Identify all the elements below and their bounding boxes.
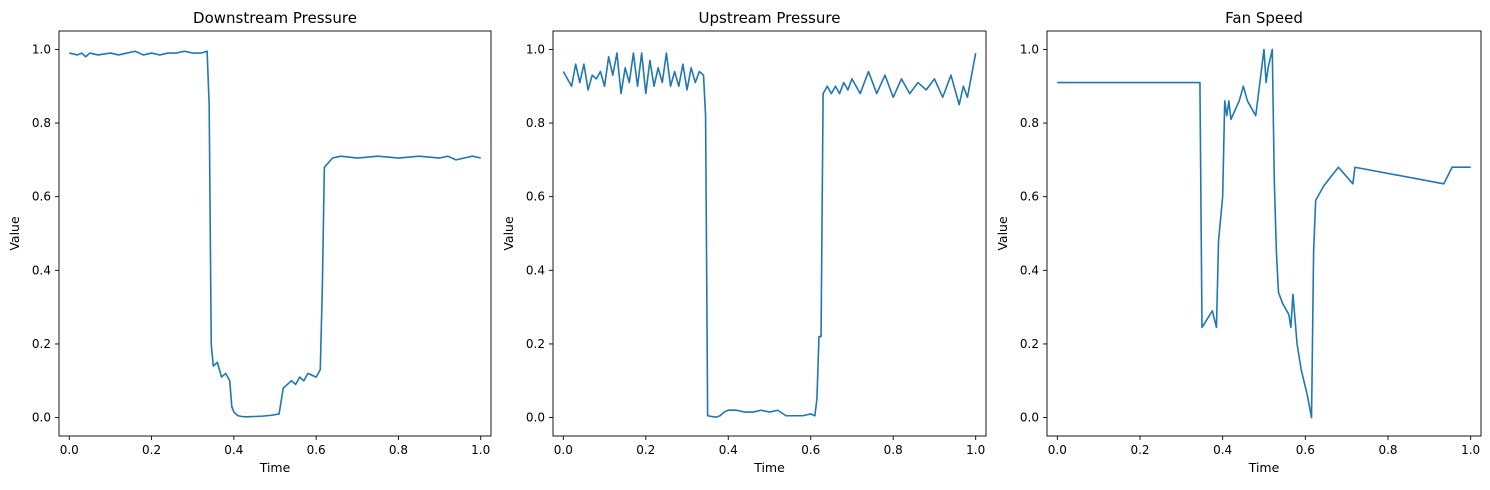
y-tick-label: 0.4 (32, 263, 51, 277)
x-tick-label: 0.4 (719, 443, 738, 457)
y-tick-label: 0.8 (1020, 116, 1039, 130)
x-tick-label: 0.8 (884, 443, 903, 457)
y-axis-label: Value (7, 216, 22, 251)
x-tick-label: 1.0 (1461, 443, 1480, 457)
x-tick-label: 1.0 (966, 443, 985, 457)
y-tick-label: 0.6 (526, 190, 545, 204)
y-tick-label: 0.8 (32, 116, 51, 130)
x-tick-label: 0.8 (389, 443, 408, 457)
series-line (562, 52, 977, 419)
plot-frame (1046, 30, 1482, 437)
chart-title: Upstream Pressure (699, 9, 841, 27)
y-tick-label: 0.6 (32, 190, 51, 204)
x-axis-label: Time (753, 460, 785, 475)
x-tick-label: 0.0 (554, 443, 573, 457)
y-tick-label: 1.0 (526, 42, 545, 56)
chart-upstream-pressure: Upstream Pressure 0.0 0.2 0.4 0.6 0.8 1.0 0.0 0.… (501, 9, 987, 475)
chart-fan-speed: Fan Speed 0.0 0.2 0.4 0.6 0.8 1.0 0.0 0.2 0.4 0.6 0… (995, 9, 1482, 475)
x-tick-label: 0.4 (224, 443, 243, 457)
x-tick-label: 0.6 (307, 443, 326, 457)
x-tick-label: 0.8 (1378, 443, 1397, 457)
x-tick-label: 0.2 (636, 443, 655, 457)
y-tick-label: 0.4 (526, 263, 545, 277)
chart-downstream-pressure: Downstream Pressure 0.0 0.2 0.4 0.6 0.8 1.0 0.0… (7, 9, 492, 475)
y-tick-label: 1.0 (32, 42, 51, 56)
x-tick-label: 0.6 (801, 443, 820, 457)
x-tick-label: 0.0 (60, 443, 79, 457)
y-tick-label: 0.4 (1020, 263, 1039, 277)
y-tick-label: 0.6 (1020, 190, 1039, 204)
y-tick-label: 0.0 (32, 411, 51, 425)
x-tick-label: 1.0 (471, 443, 490, 457)
y-tick-label: 1.0 (1020, 42, 1039, 56)
chart-title: Fan Speed (1225, 9, 1303, 27)
x-tick-label: 0.2 (1130, 443, 1149, 457)
series-line (69, 50, 481, 418)
x-tick-label: 0.4 (1213, 443, 1232, 457)
chart-title: Downstream Pressure (193, 9, 357, 27)
x-tick-label: 0.2 (142, 443, 161, 457)
y-tick-label: 0.0 (526, 411, 545, 425)
y-tick-label: 0.2 (1020, 337, 1039, 351)
y-tick-label: 0.2 (32, 337, 51, 351)
plot-frame (58, 30, 492, 437)
x-axis-label: Time (1248, 460, 1280, 475)
series-line (1057, 48, 1471, 419)
y-tick-label: 0.0 (1020, 411, 1039, 425)
y-tick-label: 0.8 (526, 116, 545, 130)
x-tick-label: 0.0 (1048, 443, 1067, 457)
y-axis-label: Value (995, 216, 1010, 251)
y-tick-label: 0.2 (526, 337, 545, 351)
y-axis-label: Value (501, 216, 516, 251)
x-axis-label: Time (259, 460, 291, 475)
plot-frame (552, 30, 987, 437)
x-tick-label: 0.6 (1296, 443, 1315, 457)
